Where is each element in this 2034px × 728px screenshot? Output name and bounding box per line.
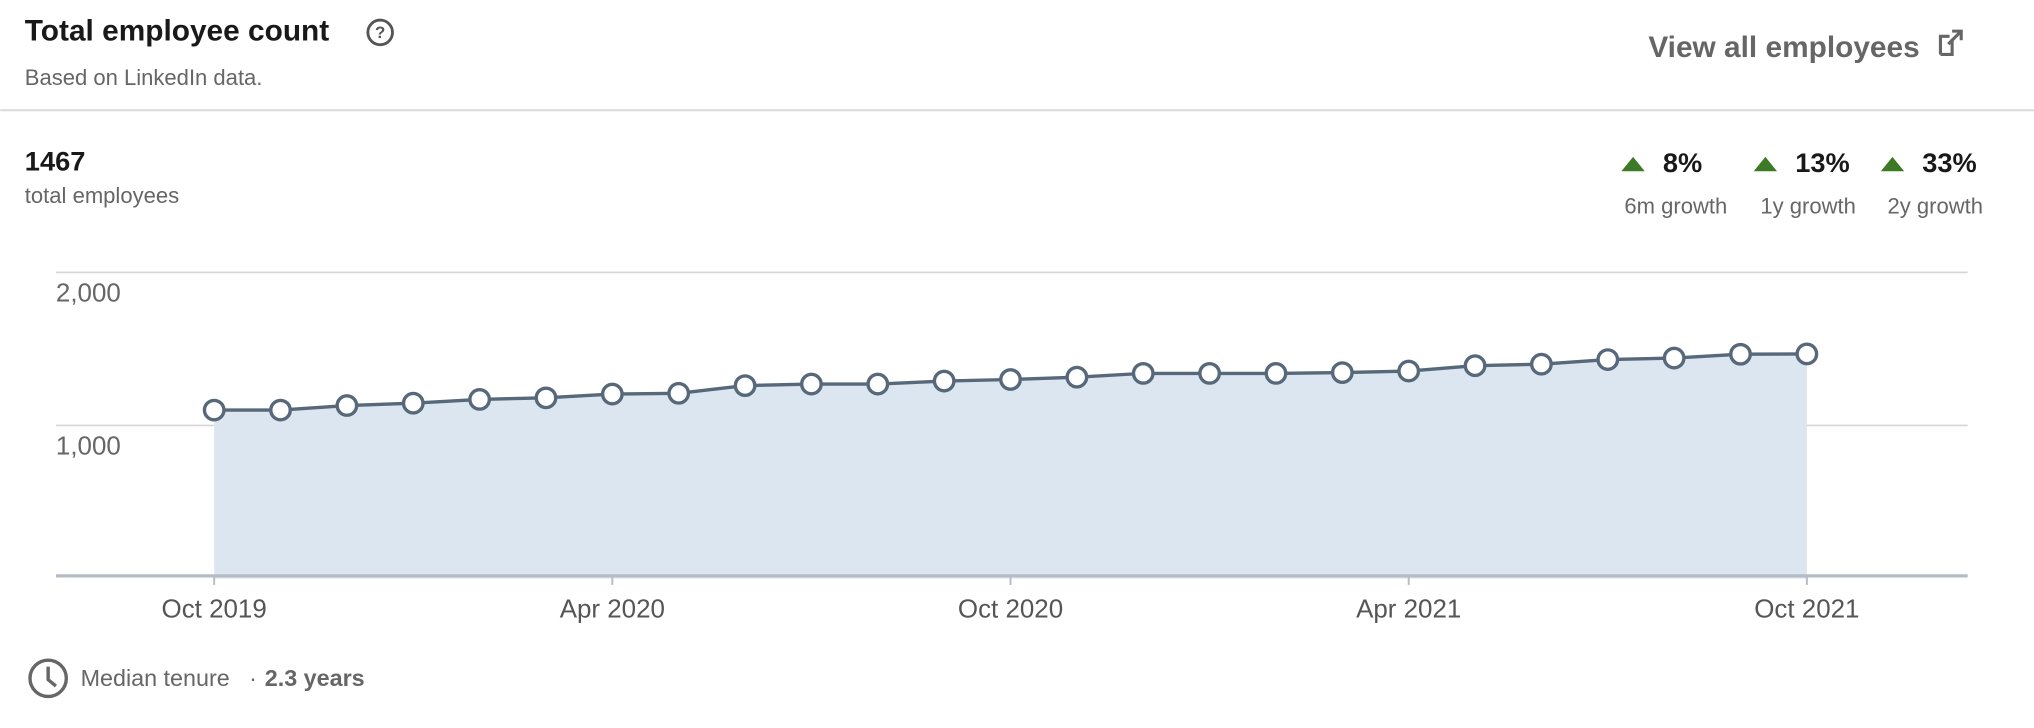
external-link-icon[interactable] xyxy=(1938,29,1963,57)
clock-icon xyxy=(28,658,68,699)
area xyxy=(214,353,1807,579)
growth-stats: 8% 6m growth 13% 1y growth 33% 2y growth xyxy=(1621,147,1983,218)
growth-arrow xyxy=(1621,156,1645,172)
growth-value: 8% xyxy=(1663,147,1702,178)
growth-label: 2y growth xyxy=(1888,193,1984,218)
svg-text:?: ? xyxy=(375,23,385,42)
x-tick-label: Oct 2019 xyxy=(162,596,267,624)
x-tick-label: Oct 2020 xyxy=(958,596,1063,624)
point xyxy=(600,382,624,406)
point xyxy=(1596,348,1620,372)
count-label: total employees xyxy=(25,183,179,208)
point xyxy=(999,368,1022,391)
tenure-label: Median tenure xyxy=(81,665,230,691)
view-all-link[interactable]: View all employees xyxy=(1648,31,1919,64)
chart: 1,000 2,000 Oct 2019 Apr 2020 Oct 2020 Apr 20… xyxy=(56,271,1968,624)
growth-arrow xyxy=(1880,156,1905,172)
y-tick-label: 1,000 xyxy=(56,432,121,460)
point xyxy=(401,391,425,415)
point xyxy=(932,369,956,393)
point xyxy=(335,394,359,417)
point xyxy=(534,386,558,410)
point xyxy=(1198,361,1222,385)
point xyxy=(667,381,691,405)
point xyxy=(1264,361,1288,385)
growth-label: 1y growth xyxy=(1760,193,1856,218)
point xyxy=(202,398,226,422)
point xyxy=(1795,342,1819,366)
help-icon[interactable]: ? xyxy=(366,18,394,47)
separator: · xyxy=(249,665,257,691)
point xyxy=(733,374,757,398)
point xyxy=(1662,346,1686,370)
growth-value: 13% xyxy=(1795,147,1849,178)
point xyxy=(866,372,890,396)
point xyxy=(1065,365,1089,389)
growth-label: 6m growth xyxy=(1624,193,1727,218)
x-tick-label: Oct 2021 xyxy=(1754,596,1859,624)
title: Total employee count xyxy=(25,14,329,47)
point xyxy=(1330,361,1354,385)
y-tick-label: 2,000 xyxy=(56,279,121,307)
point xyxy=(1397,359,1421,383)
subtitle: Based on LinkedIn data. xyxy=(25,65,263,90)
growth-value: 33% xyxy=(1922,147,1976,178)
point xyxy=(800,372,823,396)
tenure-value: 2.3 years xyxy=(265,665,365,691)
x-tick-label: Apr 2021 xyxy=(1356,596,1461,624)
point xyxy=(269,398,292,422)
employee-count: 1467 xyxy=(25,146,86,177)
point xyxy=(1131,361,1155,385)
point xyxy=(1729,342,1752,366)
point xyxy=(468,387,492,411)
x-tick-label: Apr 2020 xyxy=(560,596,665,624)
growth-arrow xyxy=(1753,156,1778,172)
point xyxy=(1463,354,1487,378)
point xyxy=(1530,352,1553,376)
